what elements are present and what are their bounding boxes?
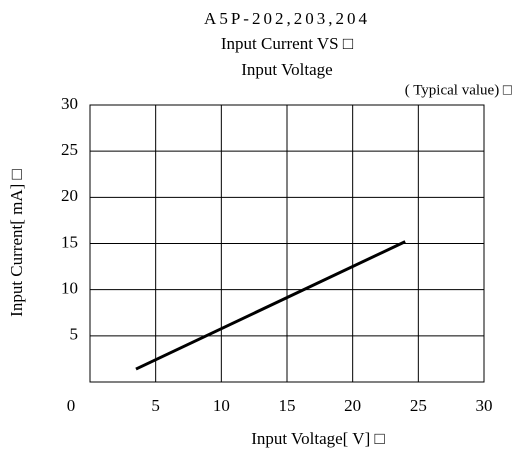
y-tick-label: 10 bbox=[61, 279, 78, 298]
x-tick-label: 20 bbox=[344, 396, 361, 415]
y-tick-label: 20 bbox=[61, 186, 78, 205]
chart-subtitle: Input Voltage bbox=[241, 60, 332, 79]
y-tick-label: 5 bbox=[70, 325, 79, 344]
x-tick-label: 15 bbox=[279, 396, 296, 415]
x-tick-label: 30 bbox=[476, 396, 493, 415]
y-axis-label: Input Current[ mA] □ bbox=[7, 169, 26, 317]
chart-subtitle: Input Current VS □ bbox=[221, 34, 353, 53]
x-tick-label: 10 bbox=[213, 396, 230, 415]
data-line bbox=[135, 240, 406, 371]
chart-subtitle: ( Typical value) □ bbox=[405, 82, 512, 98]
y-tick-label: 25 bbox=[61, 140, 78, 159]
x-tick-label: 0 bbox=[67, 396, 76, 415]
y-tick-label: 15 bbox=[61, 232, 78, 251]
chart-title: A5P-202,203,204 bbox=[204, 9, 370, 28]
y-tick-label: 30 bbox=[61, 94, 78, 113]
x-tick-label: 25 bbox=[410, 396, 427, 415]
x-axis-label: Input Voltage[ V] □ bbox=[251, 429, 385, 448]
x-tick-label: 5 bbox=[151, 396, 160, 415]
